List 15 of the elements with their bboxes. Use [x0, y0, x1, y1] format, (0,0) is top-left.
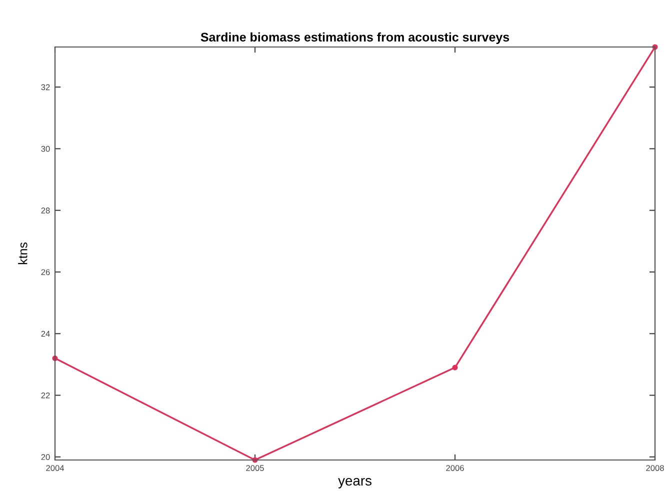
x-tick-label: 2006 — [446, 465, 464, 471]
y-tick-label: 28 — [41, 208, 50, 214]
chart-title: Sardine biomass estimations from acoustic surveys — [200, 32, 510, 44]
x-tick-label: 2008 — [646, 465, 664, 471]
y-tick-label: 22 — [41, 392, 50, 398]
x-tick-label: 2004 — [46, 465, 64, 471]
x-axis-title: years — [338, 478, 372, 488]
y-axis-title: ktns — [18, 242, 28, 264]
y-tick-label: 20 — [41, 454, 50, 460]
y-tick-label: 26 — [41, 269, 50, 276]
x-tick-label: 2005 — [246, 465, 264, 471]
y-tick-label: 32 — [41, 84, 50, 90]
y-tick-label: 24 — [41, 330, 50, 337]
y-tick-label: 30 — [41, 146, 50, 152]
point — [452, 364, 458, 370]
